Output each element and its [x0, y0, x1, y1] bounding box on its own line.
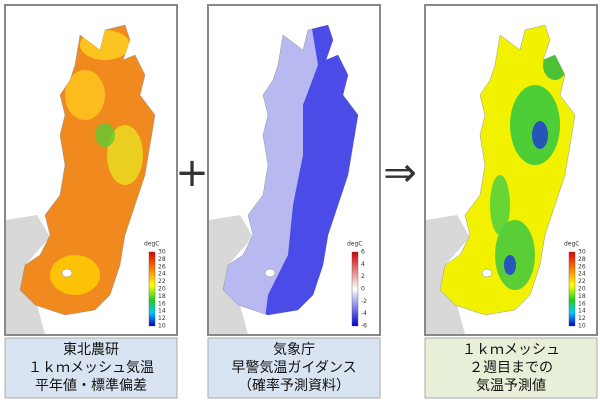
colorbar-tick-label: 4: [361, 261, 365, 268]
temperature-patch: [504, 255, 516, 275]
colorbar-unit: degC: [144, 241, 160, 248]
colorbar-tick-label: 22: [158, 278, 166, 285]
colorbar-tick-label: 28: [158, 256, 166, 263]
caption-line: １ｋｍメッシュ: [462, 342, 560, 358]
colorbar-tick-label: 26: [578, 263, 586, 270]
caption-line: １ｋｍメッシュ気温: [28, 360, 154, 376]
colorbar-tick-label: 28: [578, 256, 586, 263]
colorbar-tick-label: 16: [578, 300, 586, 307]
temperature-patch: [495, 220, 535, 290]
lake: [264, 268, 276, 278]
colorbar-tick-label: 18: [578, 293, 586, 300]
plus-operator: +: [175, 150, 209, 196]
colorbar-tick-label: 10: [578, 323, 586, 330]
colorbar-tick-label: -6: [361, 323, 367, 330]
colorbar-unit: degC: [347, 241, 363, 248]
caption-line: 早警気温ガイダンス: [231, 360, 356, 376]
caption-line: 東北農研: [63, 342, 119, 358]
colorbar-tick-label: 22: [578, 278, 586, 285]
temperature-patch: [107, 125, 143, 185]
colorbar-tick-label: 18: [158, 293, 166, 300]
colorbar: [351, 251, 359, 327]
map-fill: [490, 50, 567, 290]
caption-line: ２週目までの: [469, 360, 553, 376]
temperature-patch: [490, 175, 510, 235]
caption-line: 気温予測値: [476, 378, 546, 394]
temperature-patch: [532, 121, 548, 149]
colorbar-tick-label: 12: [578, 315, 586, 322]
neighbor-land: [6, 215, 50, 334]
colorbar-tick-label: 16: [158, 300, 166, 307]
temperature-patch: [65, 70, 105, 120]
colorbar-tick-label: 30: [578, 249, 586, 256]
colorbar-tick-label: 20: [158, 286, 166, 293]
colorbar-tick-label: 6: [361, 249, 365, 256]
temperature-patch: [95, 123, 115, 147]
caption-background: [4, 337, 178, 399]
colorbar-tick-label: -4: [361, 310, 367, 317]
lake: [481, 268, 493, 278]
arrow-operator: ⇒: [383, 150, 417, 196]
caption-line: 平年値・標準偏差: [35, 378, 147, 394]
colorbar-tick-label: 30: [158, 249, 166, 256]
neighbor-land: [426, 215, 470, 334]
colorbar-tick-label: 2: [361, 273, 365, 280]
map-fill: [50, 30, 143, 295]
colorbar-tick-label: 14: [578, 308, 586, 315]
colorbar-tick-label: 0: [361, 286, 365, 293]
colorbar-tick-label: 24: [158, 271, 166, 278]
caption-background: [207, 337, 381, 399]
colorbar-tick-label: 20: [578, 286, 586, 293]
colorbar-unit: degC: [564, 241, 580, 248]
caption-line: （確率予測資料）: [238, 377, 350, 394]
colorbar-tick-label: 24: [578, 271, 586, 278]
caption-background: [424, 337, 598, 399]
colorbar-tick-label: 10: [158, 323, 166, 330]
lake: [61, 268, 73, 278]
neighbor-land: [209, 215, 253, 334]
colorbar-tick-label: 14: [158, 308, 166, 315]
temperature-patch: [50, 255, 100, 295]
caption-line: 気象庁: [273, 342, 315, 358]
colorbar-tick-label: 12: [158, 315, 166, 322]
colorbar: [568, 251, 576, 327]
colorbar-tick-label: 26: [158, 263, 166, 270]
colorbar-tick-label: -2: [361, 298, 367, 305]
colorbar: [148, 251, 156, 327]
